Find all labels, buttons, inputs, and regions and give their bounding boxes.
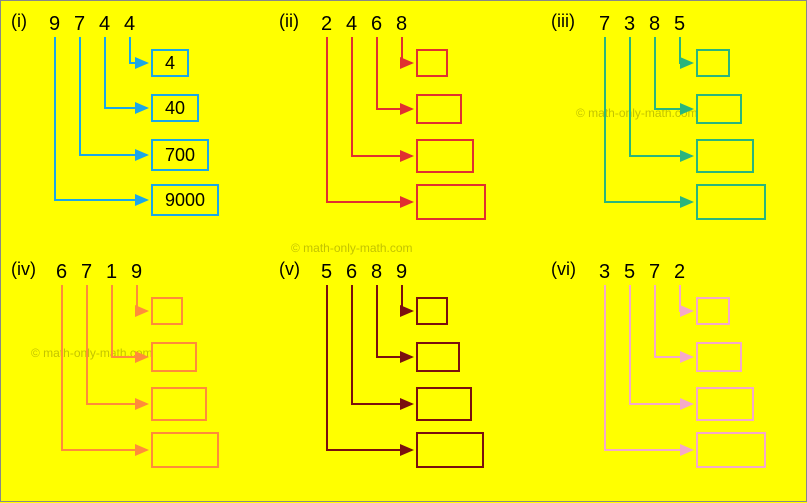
connector-lines: [1, 1, 807, 503]
